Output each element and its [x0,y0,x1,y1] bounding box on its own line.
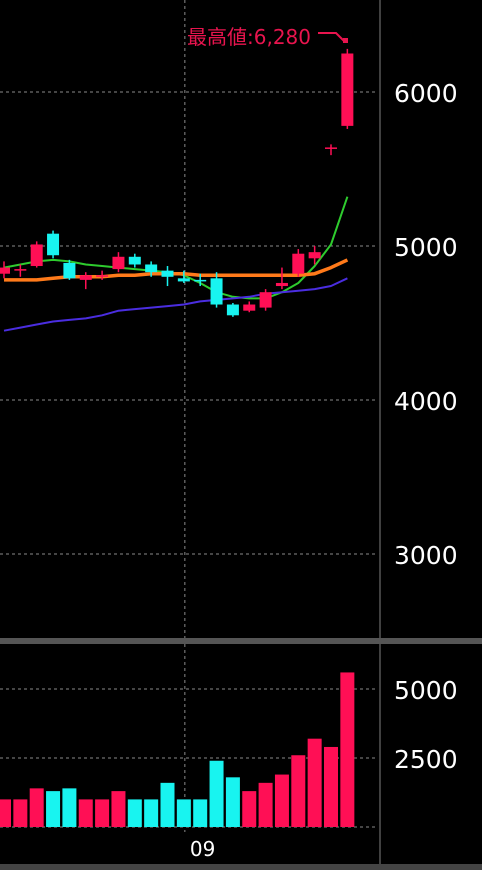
label-layer: 6000 5000 4000 3000 5000 2500 09 [190,79,458,861]
volume-bar [160,782,175,827]
candle-body [145,264,158,273]
bottom-border [0,864,482,870]
volume-bar [258,782,273,827]
volume-bar [13,799,28,827]
candle-body [194,279,207,282]
candle-body [226,304,239,316]
candle-body [161,270,174,277]
volume-tick-label: 5000 [394,676,458,705]
candle-body [325,147,337,149]
candle-body [47,233,60,256]
price-tick-label: 6000 [394,79,458,108]
volume-bar [176,799,191,827]
candle-body [177,278,190,282]
volume-bar [193,799,208,827]
candle-body [128,256,141,265]
volume-bar [111,791,126,827]
candle-body [79,275,92,280]
candle-body [275,282,288,287]
high-annotation: 最高値:6,280 [187,25,311,49]
grid-layer [0,0,378,832]
volume-bar [95,799,110,827]
volume-bar [274,774,289,827]
moving-average-layer [3,196,349,332]
candle-body [308,252,321,259]
volume-bar [144,799,159,827]
volume-bar [225,777,240,827]
candle-body [30,244,43,267]
panel-divider [0,638,482,644]
volume-bar [291,755,306,827]
candle-body [112,256,125,270]
price-tick-label: 5000 [394,233,458,262]
volume-bar [209,760,224,827]
moving-average-mid [4,258,349,282]
price-tick-label: 4000 [394,387,458,416]
volume-bar [0,799,11,827]
volume-bar [62,788,77,827]
volume-bar [46,791,61,827]
volume-bar [78,799,93,827]
candle-body [210,278,223,305]
volume-tick-label: 2500 [394,745,458,774]
moving-average-long [3,277,348,332]
high-annotation-pointer [318,32,345,42]
high-annotation-marker [343,38,348,43]
price-tick-label: 3000 [394,541,458,570]
candle-body [243,304,256,311]
volume-bar [324,746,338,827]
candle-body [63,262,76,279]
candle-body [292,253,305,274]
candle-body [0,267,10,274]
date-label: 09 [190,837,215,861]
volume-bar [242,791,257,827]
volume-layer [0,672,355,827]
volume-bar [340,672,355,827]
candle-layer [0,48,354,317]
candle-body [96,275,109,277]
volume-bar [127,799,142,827]
volume-bar [307,738,322,827]
candle-body [14,269,27,271]
candle-body [341,53,354,126]
volume-bar [29,788,44,827]
candle-body [259,292,272,308]
